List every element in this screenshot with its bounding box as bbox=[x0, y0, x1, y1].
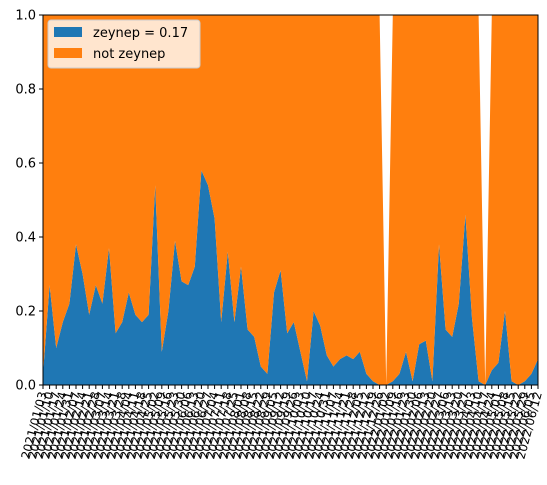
y-tick-label: 0.0 bbox=[15, 379, 36, 394]
y-tick-label: 1.0 bbox=[15, 9, 36, 24]
y-tick-label: 0.4 bbox=[15, 231, 36, 246]
legend-label: zeynep = 0.17 bbox=[93, 26, 188, 41]
y-tick-label: 0.2 bbox=[15, 305, 36, 320]
area bbox=[43, 170, 538, 385]
area bbox=[43, 15, 538, 385]
y-tick-label: 0.6 bbox=[15, 157, 36, 172]
y-tick-label: 0.8 bbox=[15, 83, 36, 98]
legend-label: not zeynep bbox=[93, 47, 165, 62]
legend-box bbox=[47, 19, 201, 69]
legend-swatch bbox=[54, 48, 82, 58]
plot-frame bbox=[42, 14, 539, 386]
legend-swatch bbox=[54, 27, 82, 37]
legend: zeynep = 0.17 not zeynep bbox=[47, 19, 201, 69]
